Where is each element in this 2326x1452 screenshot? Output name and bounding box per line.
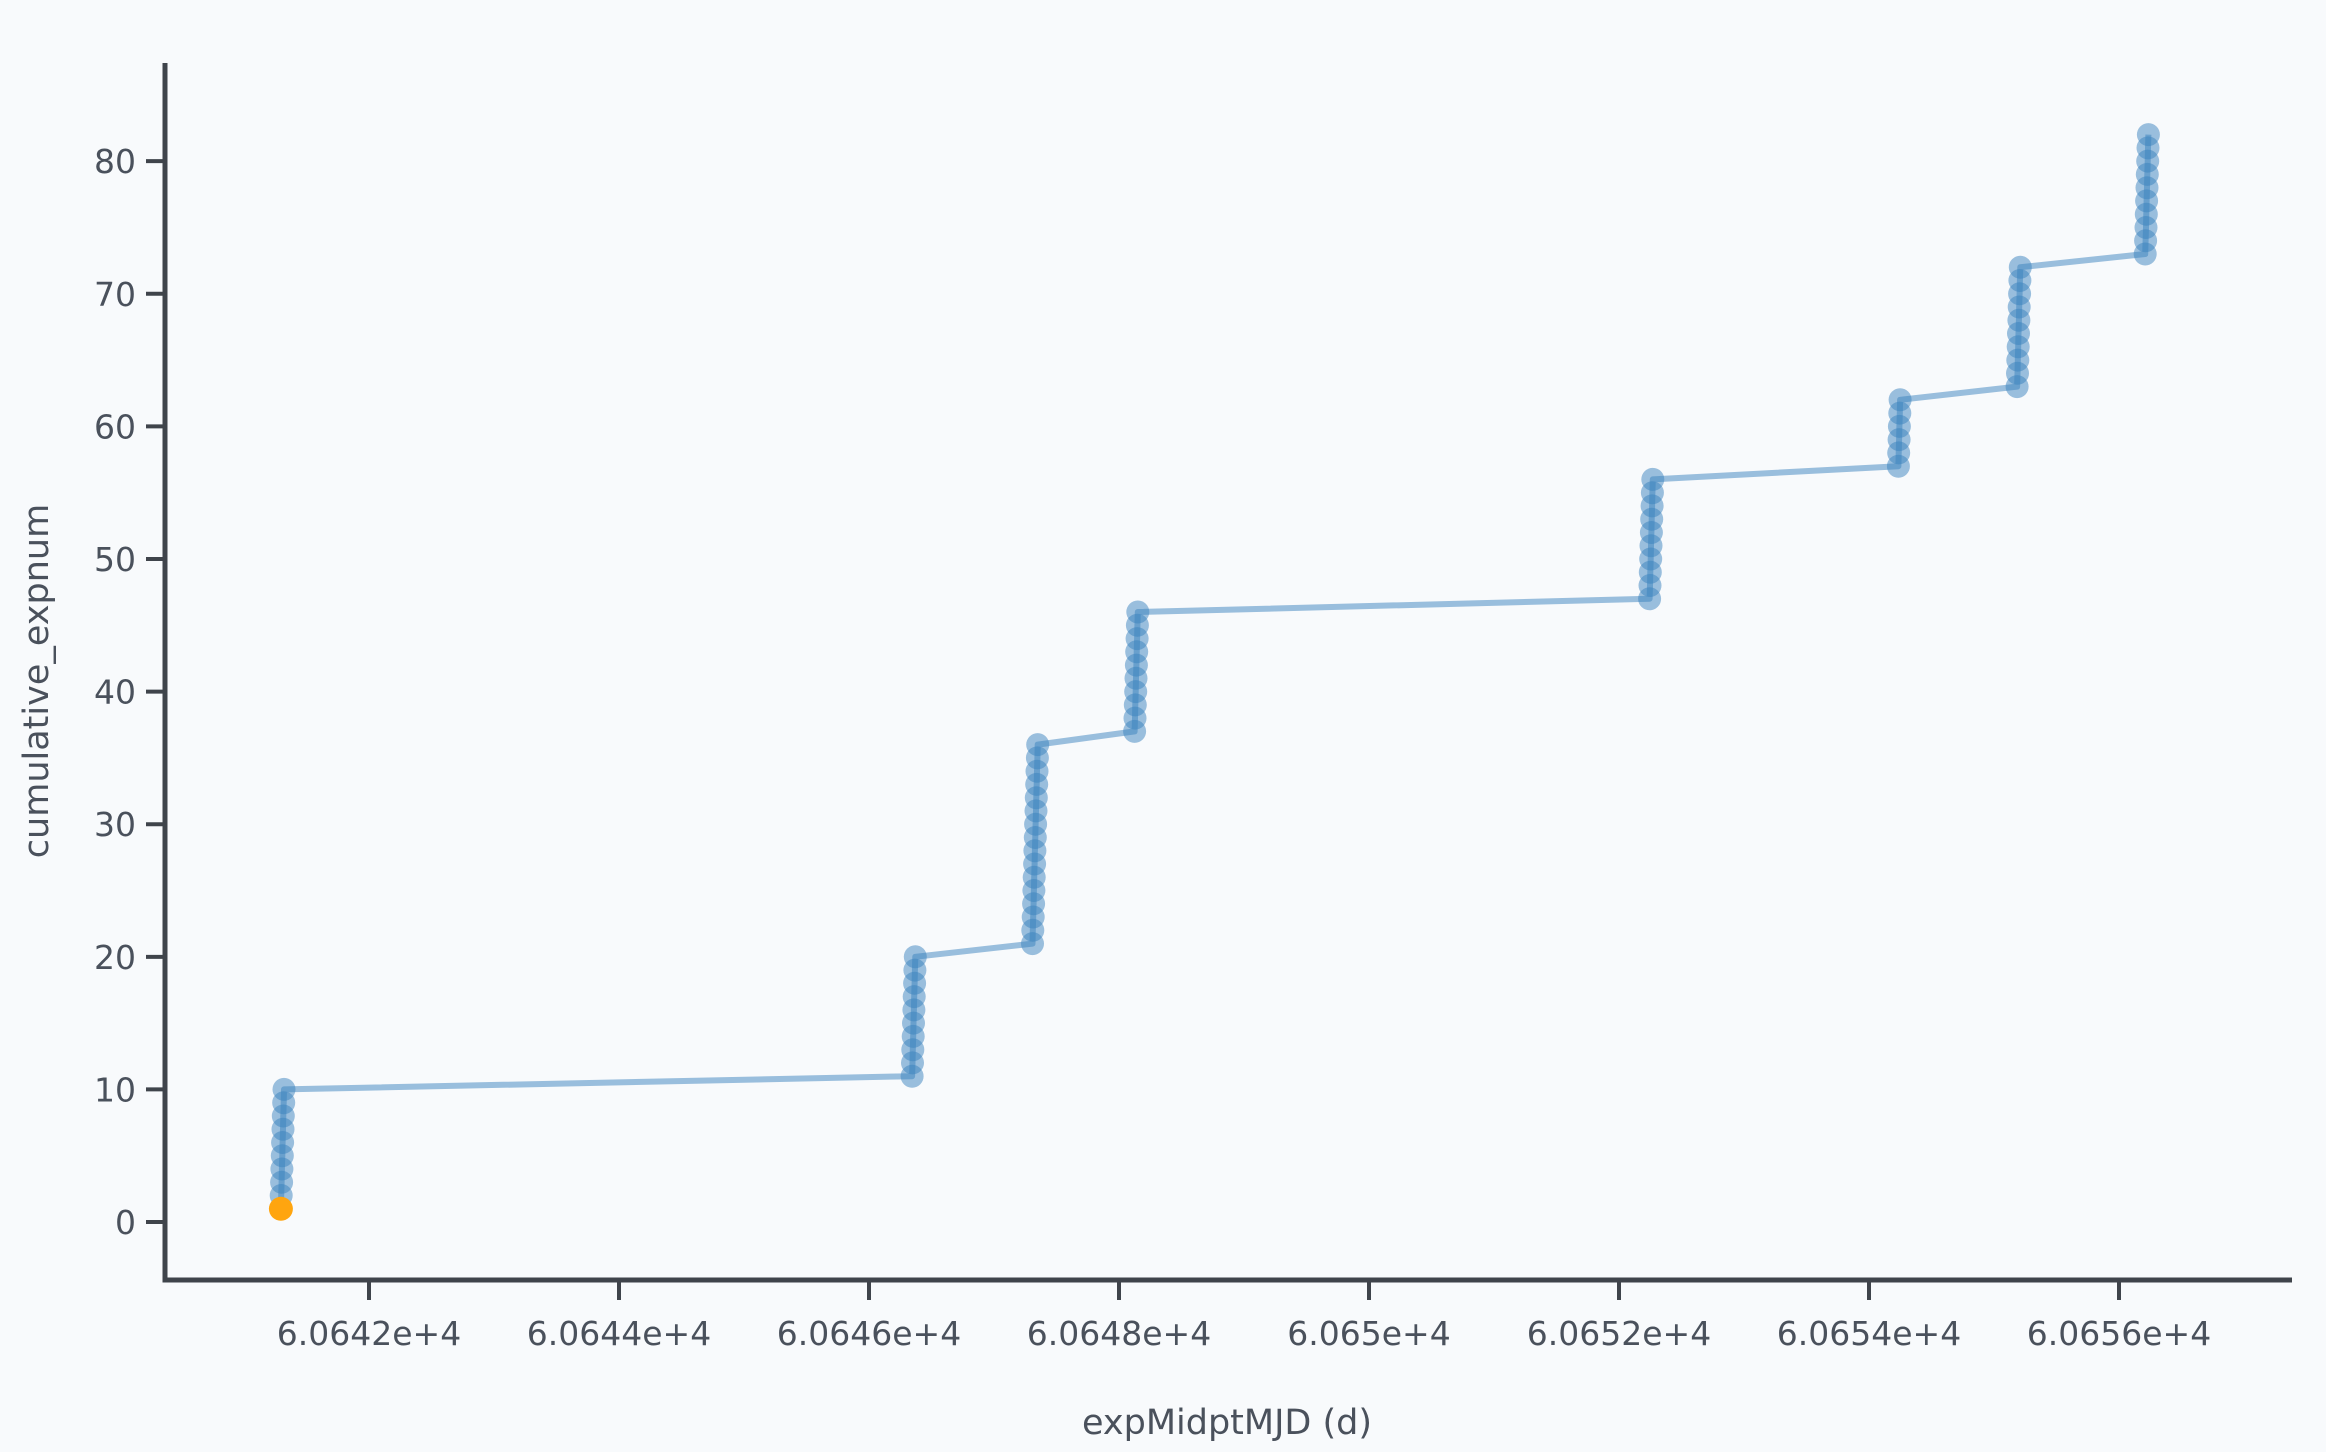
y-tick-label: 20 xyxy=(94,938,136,977)
x-tick-label: 6.0656e+4 xyxy=(2027,1314,2211,1353)
x-tick-label: 6.0648e+4 xyxy=(1027,1314,1211,1353)
y-tick-label: 70 xyxy=(94,275,136,314)
y-tick-label: 60 xyxy=(94,407,136,446)
series-layer xyxy=(268,123,2160,1221)
data-point xyxy=(1026,733,1050,757)
y-tick-label: 50 xyxy=(94,540,136,579)
data-point xyxy=(1888,388,1912,412)
y-tick-label: 10 xyxy=(94,1070,136,1109)
y-tick-label: 80 xyxy=(94,142,136,181)
x-tick-label: 6.0644e+4 xyxy=(527,1314,711,1353)
x-axis-title: expMidptMJD (d) xyxy=(1082,1403,1372,1443)
data-point xyxy=(2136,123,2160,147)
y-tick-label: 30 xyxy=(94,805,136,844)
x-tick-label: 6.0654e+4 xyxy=(1777,1314,1961,1353)
x-tick-label: 6.0652e+4 xyxy=(1527,1314,1711,1353)
y-axis-ticks: 0 10 20 30 40 50 60 70 80 xyxy=(94,142,165,1242)
x-tick-label: 6.065e+4 xyxy=(1287,1314,1450,1353)
x-tick-label: 6.0642e+4 xyxy=(277,1314,461,1353)
data-point xyxy=(2008,255,2032,279)
x-axis-ticks: 6.0642e+4 6.0644e+4 6.0646e+4 6.0648e+4 6.06… xyxy=(277,1280,2211,1353)
y-tick-label: 0 xyxy=(115,1203,136,1242)
y-axis-title: cumulative_expnum xyxy=(17,504,57,858)
data-point xyxy=(272,1077,296,1101)
highlight-point xyxy=(268,1196,293,1221)
x-tick-label: 6.0646e+4 xyxy=(777,1314,961,1353)
data-point xyxy=(1641,467,1665,491)
y-tick-label: 40 xyxy=(94,673,136,712)
data-point xyxy=(1126,600,1150,624)
data-point xyxy=(903,945,927,969)
